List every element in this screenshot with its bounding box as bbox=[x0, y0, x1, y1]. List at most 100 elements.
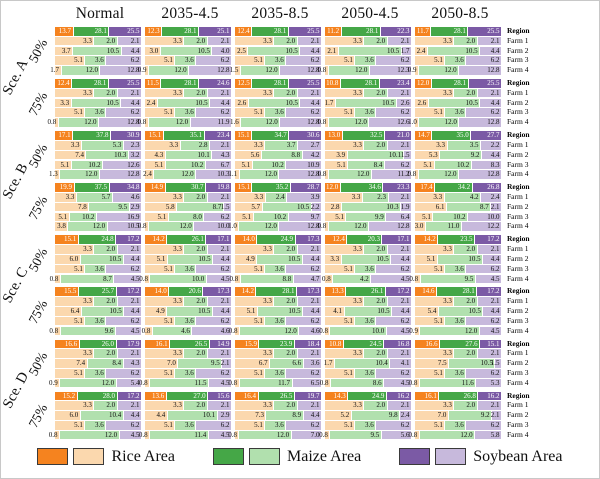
bar-segment-maize: 12.0 bbox=[418, 430, 475, 440]
bar-segment-rice: 0.8 bbox=[408, 430, 419, 440]
bar-segment-rice: 14.2 bbox=[145, 235, 167, 244]
bar-segment-rice: 1.6 bbox=[229, 118, 241, 127]
bar-segment-maize: 2.0 bbox=[363, 349, 387, 358]
bar-segment-maize: 26.5 bbox=[169, 339, 209, 349]
row-label-farm-3: Farm 3 bbox=[507, 420, 529, 429]
bar-segment-rice: 5.1 bbox=[55, 160, 71, 170]
bar-segment-maize: 12.0 bbox=[417, 170, 458, 179]
row-labels: Region Farm 1 Farm 2 Farm 3 Farm 4 bbox=[505, 183, 551, 232]
bar-segment-maize: 10.5 bbox=[70, 98, 121, 108]
stacked-bar-farm-4: 3.8 12.0 10.5 bbox=[55, 222, 141, 231]
bar-segment-soybean: 2.1 bbox=[116, 245, 141, 254]
stacked-bar-farm-2: 4.1 10.5 4.4 bbox=[325, 307, 411, 316]
chart-cell: 14.0 24.9 17.3 3.3 2.0 2.1 4.9 10.5 4.4 5.1 3.6 6.2… bbox=[230, 235, 321, 284]
bar-segment-rice: 3.3 bbox=[55, 140, 82, 150]
bar-segment-soybean: 1.5 bbox=[400, 150, 411, 160]
bar-segment-soybean: 24.6 bbox=[198, 79, 231, 88]
bar-segment-maize: 10.2 bbox=[251, 160, 286, 170]
stacked-bar-farm-1: 3.3 2.0 2.1 bbox=[325, 36, 411, 46]
chart-cell: 17.4 34.2 26.8 3.3 4.2 2.4 6.1 8.7 2.1 5.1 10.2 10.… bbox=[415, 183, 501, 232]
bar-segment-rice: 5.6 bbox=[235, 150, 261, 160]
bar-segment-soybean: 2.6 bbox=[395, 98, 411, 108]
stacked-bar-farm-2: 7.0 9.5 2.1 bbox=[145, 359, 231, 368]
bar-segment-rice: 3.3 bbox=[55, 88, 94, 98]
stacked-bar-farm-1: 3.3 2.0 2.1 bbox=[55, 297, 141, 306]
bar-segment-maize: 3.6 bbox=[354, 56, 376, 65]
bar-segment-soybean: 4.4 bbox=[301, 254, 321, 264]
bar-segment-maize: 10.5 bbox=[79, 254, 123, 264]
bar-segment-rice: 3.3 bbox=[55, 193, 76, 202]
row-label-farm-3: Farm 3 bbox=[507, 367, 529, 377]
stacked-bar-farm-4: 3.0 11.0 12.2 bbox=[415, 222, 501, 231]
bar-segment-soybean: 6.2 bbox=[105, 421, 141, 430]
row-label-region: Region bbox=[507, 338, 530, 348]
row-labels: Region Farm 1 Farm 2 Farm 3 Farm 4 bbox=[505, 235, 551, 284]
bar-segment-soybean: 6.2 bbox=[375, 56, 411, 65]
bar-segment-rice: 3.3 bbox=[415, 245, 454, 254]
bar-segment-rice: 1.1 bbox=[228, 170, 239, 179]
bar-segment-maize: 9.5 bbox=[88, 202, 129, 212]
stacked-bar-farm-2: 3.3 10.5 4.4 bbox=[325, 254, 411, 264]
left-gutter: 50% bbox=[1, 340, 55, 389]
bar-segment-rice: 0.8 bbox=[137, 222, 149, 231]
share-label: 75% bbox=[25, 297, 51, 327]
bar-segment-maize: 3.6 bbox=[264, 56, 286, 65]
bar-segment-rice: 5.8 bbox=[145, 202, 177, 212]
bar-segment-rice: 2.1 bbox=[325, 46, 338, 56]
bar-segment-rice: 0.8 bbox=[138, 378, 150, 388]
stacked-bar-farm-4: 0.8 12.0 12.3 bbox=[317, 66, 411, 75]
stacked-bar-farm-4: 2.4 12.0 10.3 bbox=[143, 170, 231, 179]
bar-segment-soybean: 4.4 bbox=[120, 46, 141, 56]
stacked-bar-region: 15.9 23.9 18.4 bbox=[235, 339, 321, 349]
stacked-bar-farm-3: 5.1 8.4 6.2 bbox=[325, 160, 411, 170]
bar-segment-maize: 28.1 bbox=[255, 287, 297, 297]
bar-segment-rice: 0.9 bbox=[137, 66, 148, 75]
bar-segment-maize: 12.0 bbox=[327, 118, 369, 127]
bar-segment-soybean: 17.2 bbox=[476, 287, 501, 297]
bar-segment-rice: 5.1 bbox=[415, 316, 445, 326]
bar-segment-maize: 10.5 bbox=[261, 202, 311, 212]
bar-segment-soybean: 5.8 bbox=[474, 430, 501, 440]
bar-segment-maize: 5.3 bbox=[81, 140, 123, 150]
bar-segment-maize: 34.6 bbox=[339, 183, 383, 192]
bar-segment-maize: 10.3 bbox=[341, 202, 401, 212]
bar-segment-soybean: 11.2 bbox=[370, 170, 411, 179]
bar-segment-rice: 13.0 bbox=[325, 131, 342, 140]
stacked-bar-farm-3: 5.1 3.6 6.2 bbox=[235, 316, 321, 326]
bar-segment-rice: 5.1 bbox=[55, 368, 85, 378]
stacked-bar-region: 12.3 28.1 25.1 bbox=[145, 27, 231, 36]
bar-segment-soybean: 2.3 bbox=[122, 140, 141, 150]
stacked-bar-farm-2: 4.9 10.5 4.4 bbox=[145, 307, 231, 316]
stacked-bar-farm-3: 5.1 3.6 6.2 bbox=[415, 108, 501, 118]
bar-segment-maize: 28.1 bbox=[161, 27, 199, 36]
chart-cell: 14.9 30.7 19.8 3.3 2.0 2.1 5.8 8.7 1.5 5.1 8.0 6.2 0… bbox=[137, 183, 231, 232]
stacked-bar-farm-1: 3.3 5.7 4.6 bbox=[55, 193, 141, 202]
stacked-bar-farm-2: 6.7 6.6 3.6 bbox=[235, 359, 321, 368]
bar-segment-maize: 32.5 bbox=[341, 131, 384, 140]
chart-cell: 15.1 35.2 28.7 3.3 2.4 3.9 5.7 10.5 2.2 5.1 10.2 9.… bbox=[228, 183, 321, 232]
bar-segment-soybean: 4.3 bbox=[211, 150, 231, 160]
row-labels: Region Farm 1 Farm 2 Farm 3 Farm 4 bbox=[505, 391, 551, 441]
bar-segment-maize: 35.1 bbox=[162, 131, 204, 140]
bar-segment-maize: 2.0 bbox=[453, 401, 477, 411]
chart-cell: 12.4 28.1 25.5 3.3 2.0 2.1 3.3 10.5 4.4 5.1 3.6 6.2… bbox=[47, 79, 141, 128]
bar-segment-rice: 3.3 bbox=[145, 88, 184, 98]
bar-segment-maize: 12.0 bbox=[153, 170, 196, 179]
legend-swatch-light bbox=[249, 448, 281, 466]
bar-segment-soybean: 2.1 bbox=[206, 36, 231, 46]
column-header-0: Normal bbox=[75, 4, 125, 22]
bar-segment-soybean: 10.9 bbox=[285, 160, 321, 170]
legend-swatch-dark bbox=[213, 448, 245, 466]
bar-segment-rice: 14.0 bbox=[145, 287, 169, 297]
bar-segment-soybean: 6.2 bbox=[375, 108, 411, 118]
stacked-bar-region: 14.6 28.1 17.2 bbox=[415, 287, 501, 297]
stacked-bar-farm-3: 5.1 3.6 6.2 bbox=[55, 316, 141, 326]
bar-segment-soybean: 2.1 bbox=[206, 401, 231, 411]
bar-segment-rice: 0.8 bbox=[407, 170, 418, 179]
bar-segment-rice: 13.6 bbox=[145, 391, 166, 401]
stacked-bar-farm-1: 3.3 2.8 2.1 bbox=[145, 140, 231, 150]
bar-segment-maize: 3.6 bbox=[84, 316, 106, 326]
bar-segment-maize: 24.5 bbox=[342, 339, 384, 349]
stacked-bar-farm-1: 3.3 2.0 2.1 bbox=[55, 349, 141, 358]
stacked-bar-region: 14.9 30.7 19.8 bbox=[145, 183, 231, 192]
